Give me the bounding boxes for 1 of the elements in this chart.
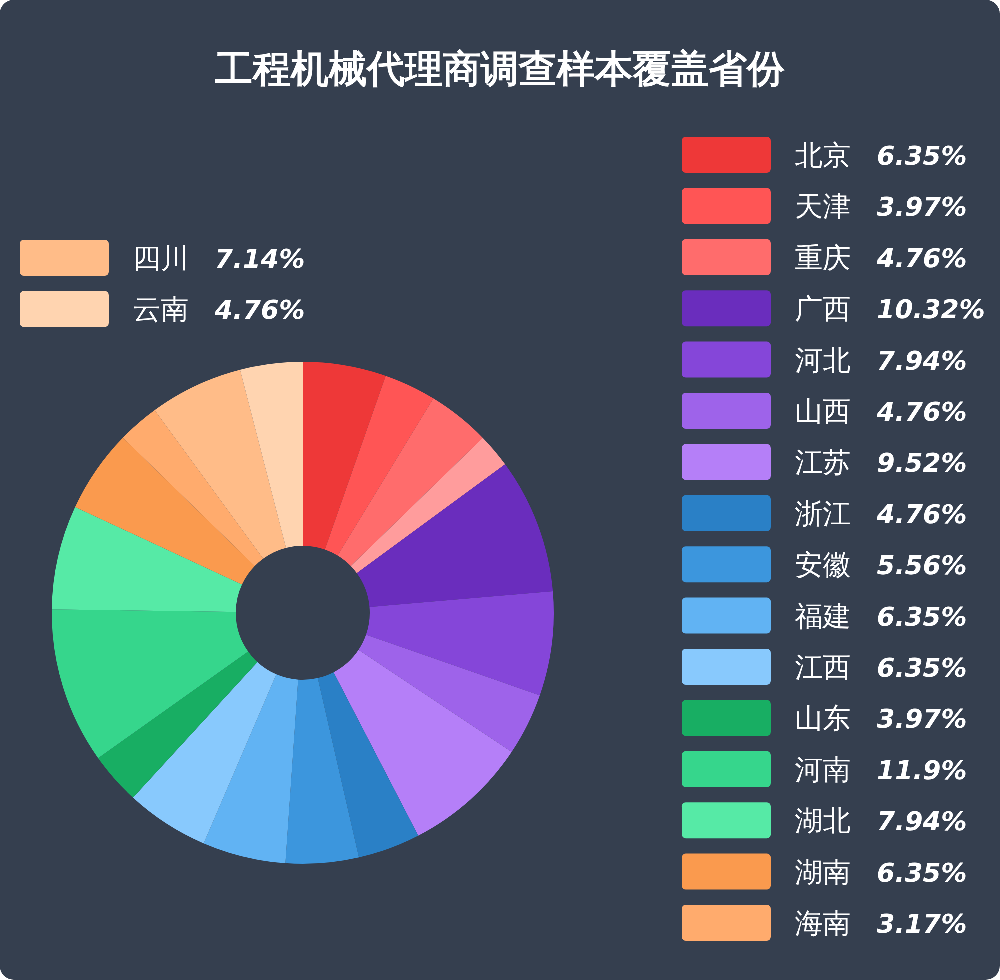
- title: 工程机械代理商调查样本覆盖省份: [215, 47, 785, 91]
